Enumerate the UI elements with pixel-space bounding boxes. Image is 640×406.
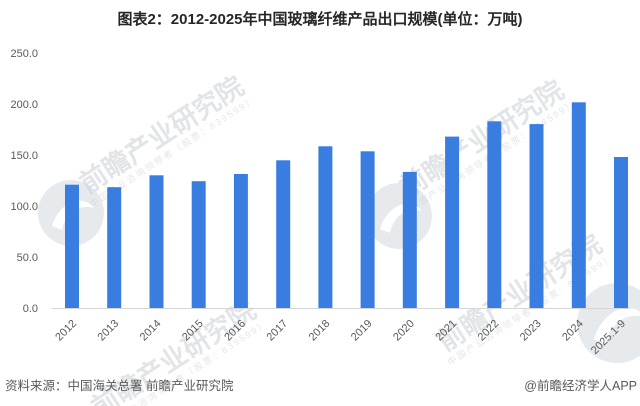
bar-2024 bbox=[571, 102, 586, 308]
x-axis-tick-label: 2025.1-9 bbox=[589, 318, 628, 357]
y-axis-tick-label: 0.0 bbox=[23, 303, 38, 315]
bar-2015 bbox=[191, 181, 206, 308]
bar-2017 bbox=[276, 160, 291, 308]
bar-2013 bbox=[107, 187, 122, 308]
x-axis-tick-label: 2016 bbox=[222, 318, 248, 344]
credit-note: @前瞻经济学人APP bbox=[524, 379, 637, 393]
bar-2023 bbox=[529, 124, 544, 308]
y-axis-tick-label: 100.0 bbox=[10, 201, 38, 213]
bar-2020 bbox=[402, 171, 417, 308]
bar-2016 bbox=[233, 174, 248, 308]
bar-2025.1-9 bbox=[614, 157, 628, 308]
y-axis-tick-label: 150.0 bbox=[10, 150, 38, 162]
data-source-note: 资料来源：中国海关总署 前瞻产业研究院 bbox=[5, 379, 234, 393]
y-axis-tick-label: 200.0 bbox=[10, 99, 38, 111]
x-axis-tick-label: 2017 bbox=[264, 318, 290, 344]
y-axis-tick-label: 250.0 bbox=[10, 48, 38, 60]
bar-2012 bbox=[65, 184, 79, 308]
bar-2019 bbox=[360, 151, 375, 308]
x-axis-tick-label: 2022 bbox=[476, 318, 502, 344]
bar-2014 bbox=[149, 175, 164, 308]
x-axis-tick-label: 2018 bbox=[307, 318, 333, 344]
bar-2021 bbox=[445, 136, 460, 308]
x-axis-tick-label: 2013 bbox=[96, 318, 122, 344]
x-axis-tick-label: 2014 bbox=[138, 318, 164, 344]
x-axis-tick-label: 2021 bbox=[433, 318, 459, 344]
x-axis-tick-label: 2020 bbox=[391, 318, 417, 344]
x-axis-tick-label: 2012 bbox=[53, 318, 79, 344]
x-axis-tick-label: 2015 bbox=[180, 318, 206, 344]
bar-2022 bbox=[487, 121, 502, 308]
x-axis-tick-label: 2023 bbox=[518, 318, 544, 344]
x-axis-tick-label: 2024 bbox=[560, 318, 586, 344]
chart-title: 图表2：2012-2025年中国玻璃纤维产品出口规模(单位：万吨) bbox=[117, 11, 523, 28]
bar-2018 bbox=[318, 146, 333, 308]
y-axis-tick-label: 50.0 bbox=[17, 252, 38, 264]
x-axis-tick-label: 2019 bbox=[349, 318, 375, 344]
